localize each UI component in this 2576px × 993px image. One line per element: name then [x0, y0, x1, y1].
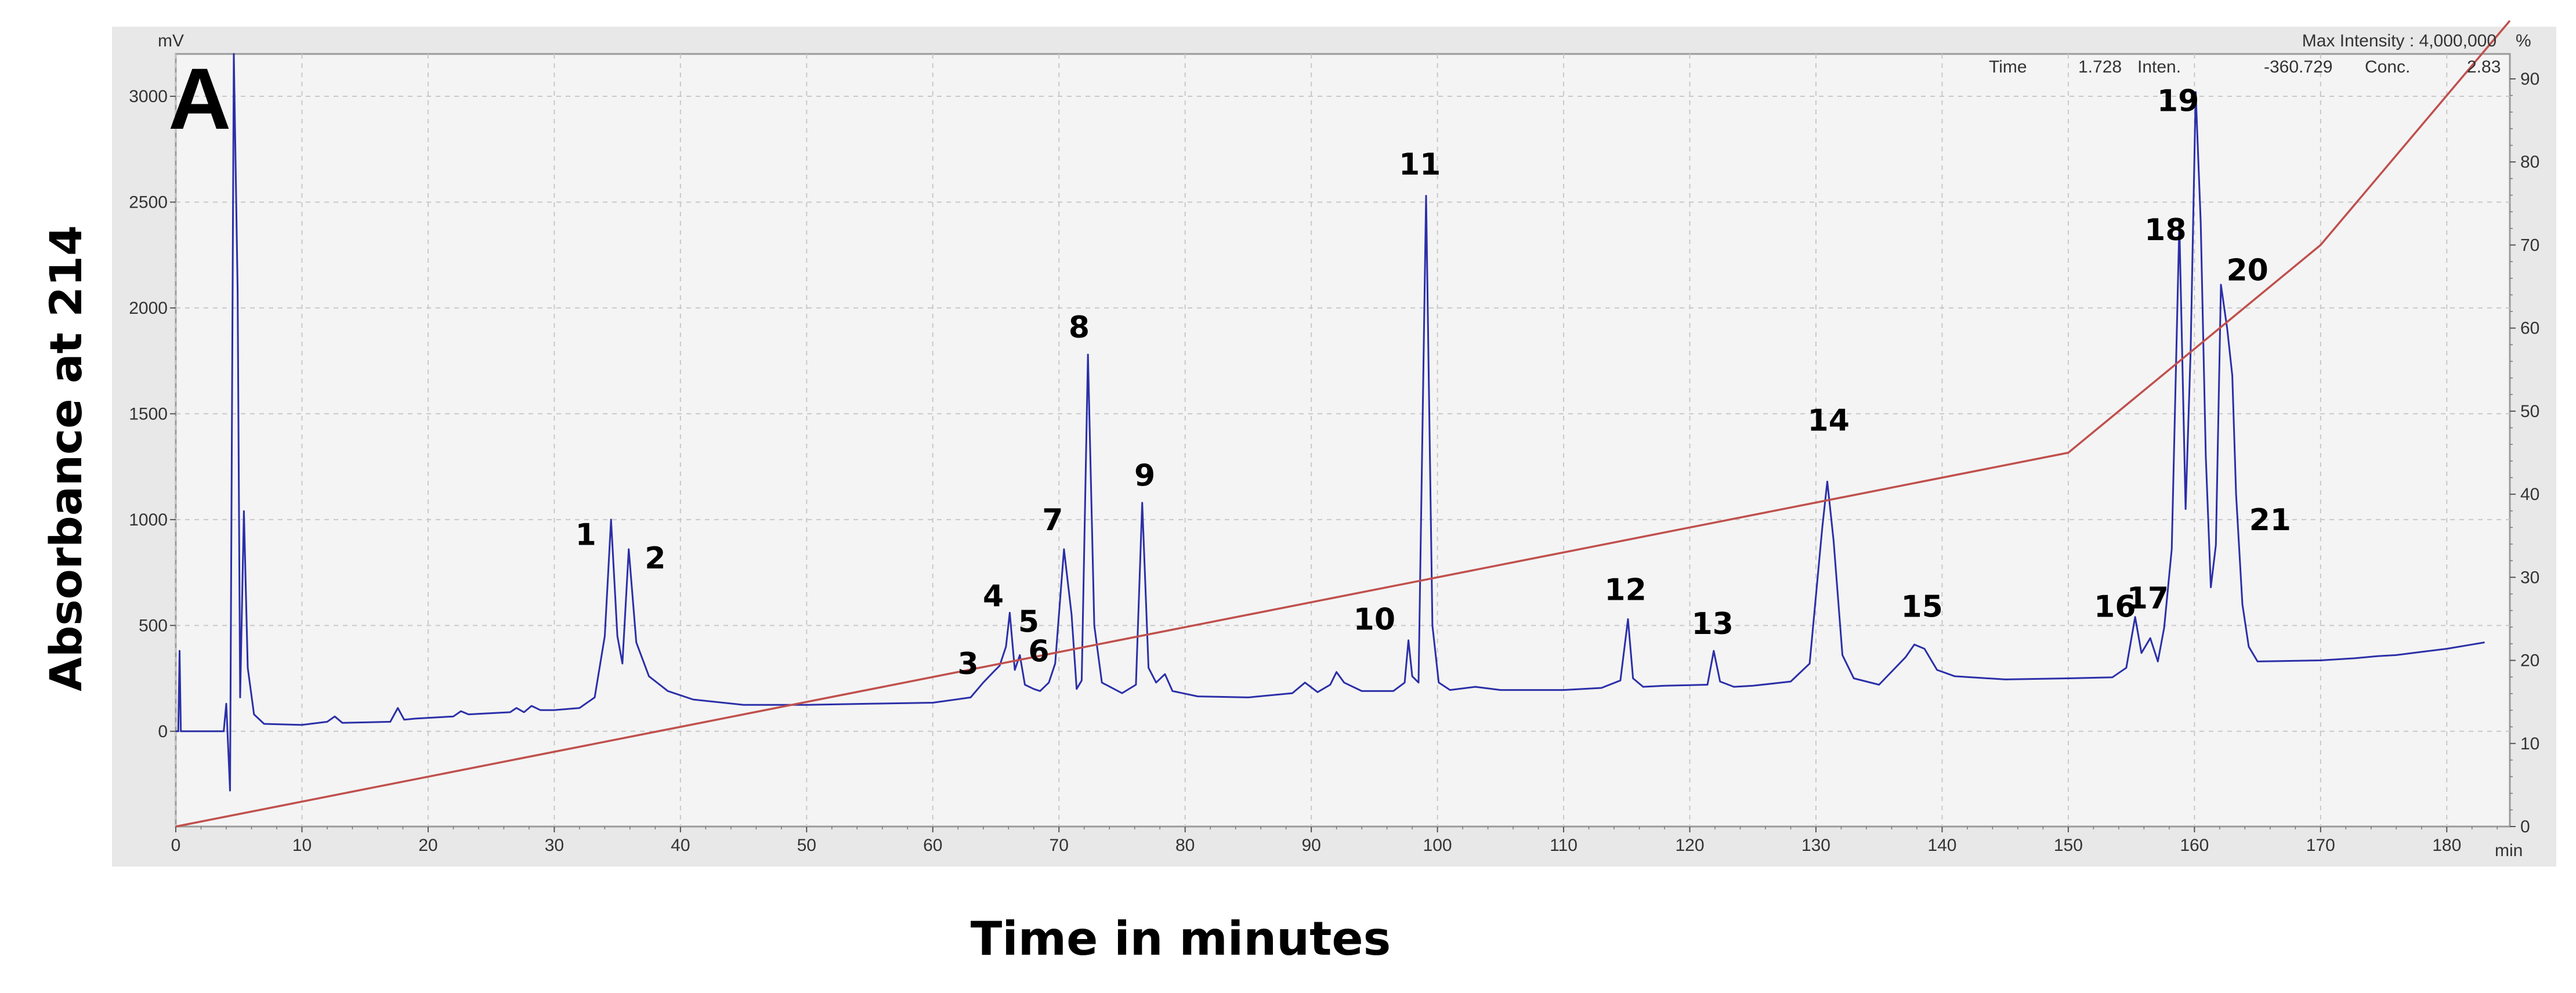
x-tick-label: 70	[1050, 836, 1069, 855]
peak-label-20: 20	[2226, 253, 2268, 288]
peak-label-14: 14	[1808, 404, 1850, 438]
cursor-conc-value: 2.83	[2467, 57, 2501, 77]
panel-label: A	[168, 50, 231, 147]
x-tick-label: 120	[1675, 836, 1704, 855]
peak-label-15: 15	[1901, 590, 1942, 625]
y-left-tick-label: 2000	[129, 299, 168, 318]
x-tick-label: 60	[923, 836, 942, 855]
x-axis-title: Time in minutes	[971, 912, 1391, 966]
y-axis-title: Absorbance at 214	[40, 225, 92, 691]
x-tick-label: 10	[292, 836, 312, 855]
peak-label-10: 10	[1354, 603, 1395, 637]
x-tick-label: 130	[1801, 836, 1830, 855]
cursor-time-value: 1.728	[2078, 57, 2122, 77]
plot-area	[175, 53, 2511, 828]
peak-label-3: 3	[958, 647, 979, 682]
y-right-tick-label: 0	[2520, 817, 2530, 836]
x-tick-label: 50	[797, 836, 816, 855]
y-left-tick-label: 1500	[129, 404, 168, 423]
x-tick-label: 90	[1301, 836, 1320, 855]
peak-label-21: 21	[2249, 503, 2291, 538]
y-right-tick-label: 40	[2520, 485, 2539, 504]
cursor-conc-label: Conc.	[2365, 57, 2410, 77]
x-tick-label: 180	[2432, 836, 2461, 855]
x-tick-label: 150	[2054, 836, 2083, 855]
cursor-time-label: Time	[1989, 57, 2027, 77]
x-tick-label: 0	[171, 836, 181, 855]
y-right-tick-label: 30	[2520, 568, 2539, 587]
x-tick-label: 30	[545, 836, 564, 855]
y-right-tick-label: 60	[2520, 319, 2539, 338]
data-series	[175, 20, 2511, 828]
y-right-tick-label: 20	[2520, 651, 2539, 671]
peak-label-17: 17	[2127, 581, 2169, 616]
x-tick-label: 110	[1550, 836, 1578, 855]
x-tick-label: 140	[1927, 836, 1956, 855]
peak-label-19: 19	[2157, 84, 2199, 119]
peak-label-18: 18	[2144, 213, 2186, 248]
x-tick-label: 170	[2306, 836, 2335, 855]
y-left-tick-label: 500	[139, 616, 168, 635]
peak-label-7: 7	[1042, 503, 1063, 538]
peak-label-13: 13	[1691, 607, 1733, 642]
y-left-tick-label: 3000	[129, 87, 168, 106]
x-tick-label: 100	[1423, 836, 1452, 855]
x-tick-label: 20	[418, 836, 437, 855]
cursor-inten-value: -360.729	[2264, 57, 2332, 77]
x-unit-label: min	[2495, 841, 2523, 860]
axis-ticks: 0 10 20 30 40 50 60 70 80 90 100 110 120 130 140 150 160…	[129, 70, 2539, 855]
y-left-tick-label: 2500	[129, 193, 168, 212]
y-right-tick-label: 80	[2520, 153, 2539, 172]
cursor-inten-label: Inten.	[2137, 57, 2181, 77]
gradient-concentration-line	[175, 20, 2511, 828]
x-tick-label: 160	[2180, 836, 2209, 855]
x-tick-label: 40	[671, 836, 690, 855]
peak-label-2: 2	[645, 541, 665, 576]
max-intensity-label: Max Intensity : 4,000,000	[2302, 31, 2497, 50]
grid-lines	[175, 54, 2510, 827]
peak-label-1: 1	[576, 518, 596, 553]
y-right-tick-label: 50	[2520, 402, 2539, 421]
peak-label-8: 8	[1069, 310, 1090, 345]
peak-label-11: 11	[1399, 147, 1441, 182]
y-right-tick-label: 90	[2520, 70, 2539, 89]
y-right-tick-label: 10	[2520, 734, 2539, 753]
peak-label-16: 16	[2094, 590, 2136, 625]
peak-label-6: 6	[1028, 634, 1049, 669]
peak-label-12: 12	[1604, 573, 1646, 608]
peak-label-4: 4	[983, 579, 1004, 614]
y-left-tick-label: 0	[158, 722, 168, 741]
left-unit-label: mV	[158, 31, 184, 50]
x-tick-label: 80	[1175, 836, 1195, 855]
absorbance-trace	[176, 53, 2485, 792]
peak-label-9: 9	[1134, 458, 1155, 493]
peak-label-5: 5	[1018, 604, 1039, 639]
right-unit-label: %	[2516, 31, 2531, 50]
y-right-tick-label: 70	[2520, 235, 2539, 255]
y-left-tick-label: 1000	[129, 510, 168, 530]
